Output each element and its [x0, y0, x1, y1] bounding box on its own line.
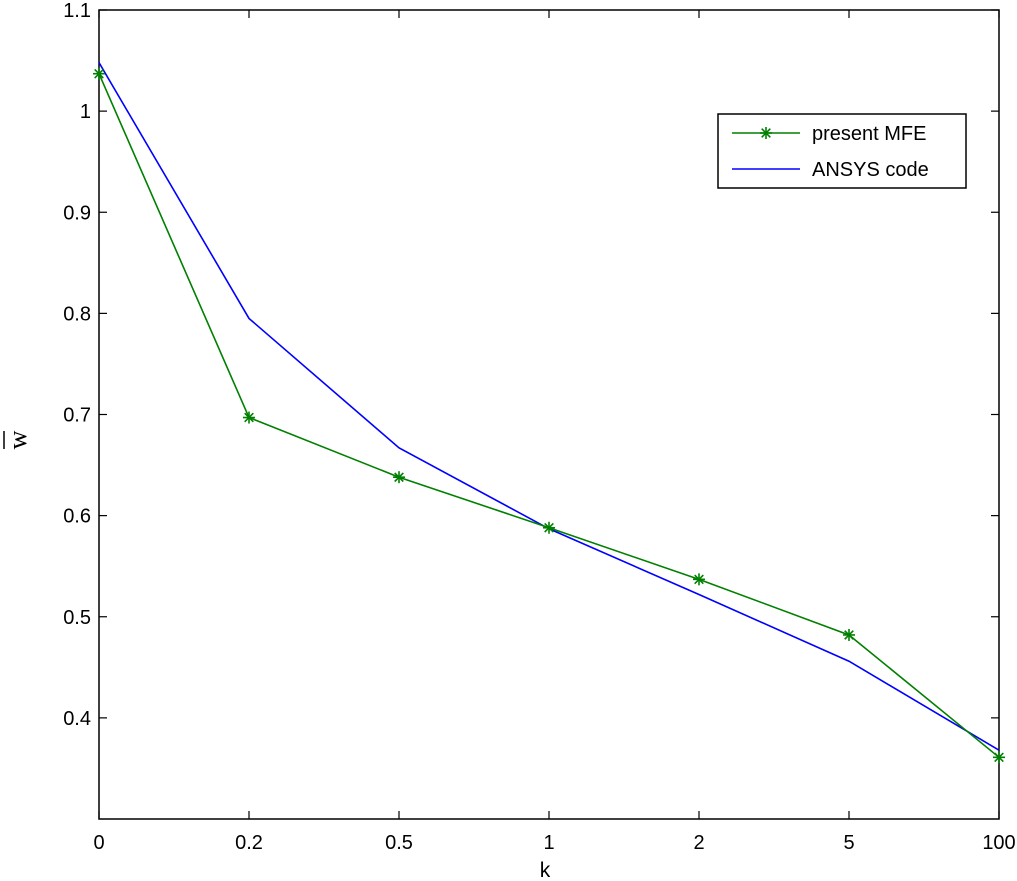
- y-tick-label: 1: [80, 101, 91, 123]
- legend-label-ansys-code: ANSYS code: [812, 159, 929, 181]
- x-tick-label: 100: [982, 832, 1015, 854]
- y-tick-label: 0.5: [63, 607, 91, 629]
- x-tick-label: 0.5: [385, 832, 413, 854]
- data-point-marker: [394, 472, 404, 483]
- x-tick-label: 5: [843, 832, 854, 854]
- y-tick-label: 0.9: [63, 202, 91, 224]
- data-point-present-mfe: [243, 411, 255, 424]
- data-point-marker: [94, 68, 104, 79]
- legend-marker-stroke: [761, 128, 771, 138]
- y-tick-label: 1.1: [63, 0, 91, 22]
- x-tick-label: 0.2: [235, 832, 263, 854]
- y-tick-label: 0.6: [63, 506, 91, 528]
- y-tick-label: 0.4: [63, 708, 91, 730]
- data-point-present-mfe: [393, 471, 405, 484]
- legend-box: [717, 113, 967, 189]
- x-tick-label: 0: [93, 832, 104, 854]
- y-tick-label: 0.7: [63, 405, 91, 427]
- data-point-present-mfe: [843, 628, 855, 641]
- legend-marker-present-mfe: [760, 127, 772, 139]
- data-point-marker: [994, 752, 1004, 763]
- data-point-present-mfe: [93, 67, 105, 80]
- data-point-present-mfe: [693, 573, 705, 586]
- legend: present MFE ANSYS code: [717, 113, 967, 189]
- y-axis-label: w: [3, 430, 32, 449]
- data-point-present-mfe: [543, 521, 555, 534]
- data-point-marker: [694, 574, 704, 585]
- data-point-present-mfe: [993, 751, 1005, 764]
- x-tick-label: 2: [693, 832, 704, 854]
- data-point-marker: [244, 412, 254, 423]
- data-point-marker: [844, 630, 854, 640]
- data-point-marker: [544, 522, 554, 533]
- legend-label-present-mfe: present MFE: [812, 123, 926, 145]
- x-tick-label: 1: [543, 832, 554, 854]
- axis-ticks: 0 0.2 0.5 1 2 5 100 0.4 0.5 0.6 0.7 0.8 0.9 1 1.1: [63, 0, 1016, 854]
- y-tick-label: 0.8: [63, 303, 91, 325]
- x-axis-label: k: [540, 859, 551, 881]
- y-axis-label-text: w: [3, 430, 32, 449]
- series-layer: [93, 62, 1005, 764]
